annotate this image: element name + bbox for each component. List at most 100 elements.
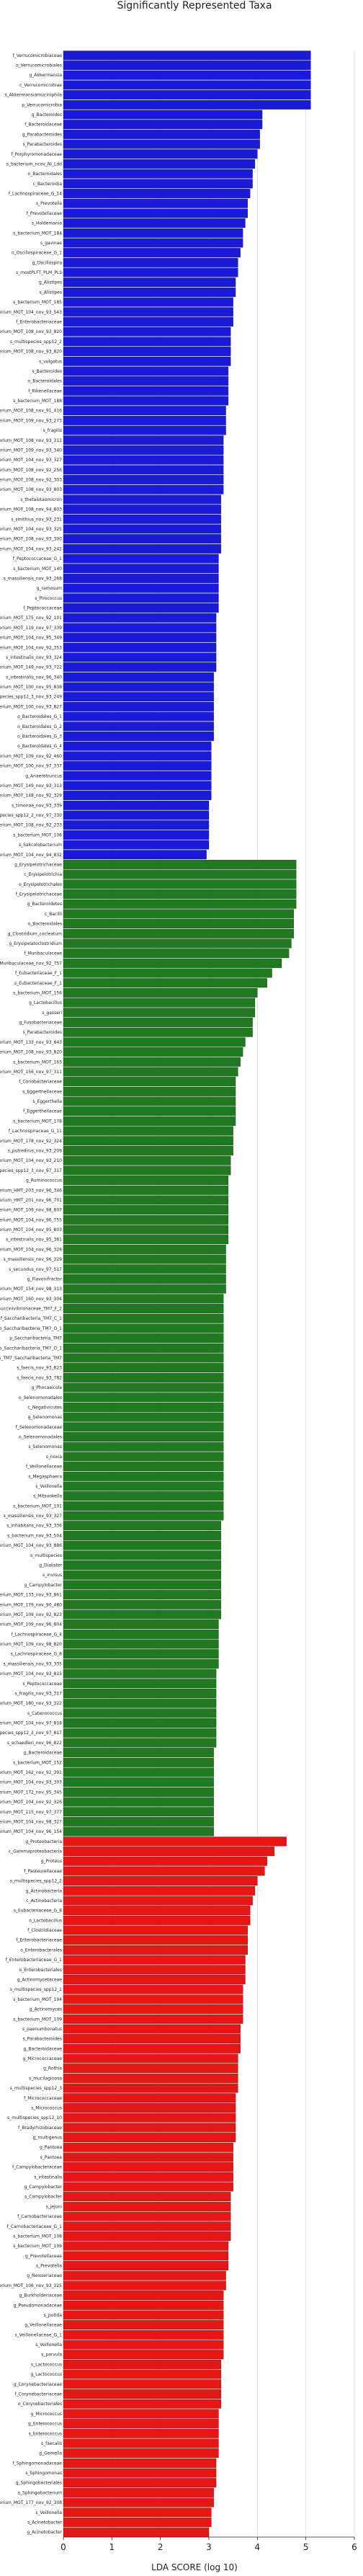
bar-label: s_bacterium_MOT_178_nov_92_324 bbox=[0, 1139, 62, 1144]
bar bbox=[63, 2113, 236, 2123]
bar-label: f_Carnobacteriaceae bbox=[17, 2214, 62, 2219]
bar bbox=[63, 662, 217, 672]
bar-label: g_Neisseriaceae bbox=[27, 2273, 62, 2278]
bar bbox=[63, 583, 219, 593]
bar bbox=[63, 1609, 221, 1620]
bar bbox=[63, 850, 207, 860]
bar bbox=[63, 2231, 231, 2241]
bar-label: s_bacterium_ncov_Ni_Ldd bbox=[6, 161, 62, 166]
bar bbox=[63, 1915, 251, 1925]
bar-label: o_Selenomonadales bbox=[19, 1395, 62, 1400]
bar-label: s_bacterium_MOT_108 bbox=[13, 832, 62, 838]
x-tick-label: 6 bbox=[351, 2542, 357, 2552]
bar-label: f_Rikenellaceae bbox=[28, 388, 62, 394]
bar bbox=[63, 297, 233, 307]
bar-label: g_Acinetobacter bbox=[27, 2530, 62, 2535]
bar-label: g_Campylobacter bbox=[24, 2185, 62, 2190]
bar-label: s_bacterium_MOT_194 bbox=[13, 1997, 62, 2002]
bar bbox=[63, 928, 294, 938]
bar-label: s_Lachnospiraceae_G_8 bbox=[11, 1652, 62, 1657]
bar-label: s_Enterococcus bbox=[29, 2431, 62, 2436]
bar bbox=[63, 1708, 217, 1718]
bar bbox=[63, 1195, 229, 1205]
bar bbox=[63, 2014, 243, 2024]
bar-label: f_Muribaculaceae bbox=[24, 951, 62, 956]
bar bbox=[63, 2340, 224, 2350]
bar-label: s_bacterium_MOT_108_nov_93_820 bbox=[0, 350, 62, 355]
bar-label: c_Verrucomicrobiae bbox=[19, 83, 62, 88]
bar bbox=[63, 2142, 233, 2152]
bar-label: o_Oscillospiraceae_G_1 bbox=[12, 251, 62, 256]
bar-label: s_bacterium_MOT_149_nov_93_313 bbox=[0, 783, 62, 789]
bar-label: g_Clostridium_cocleatum bbox=[8, 931, 63, 936]
bar-label: s_Sphingomonas bbox=[25, 2471, 62, 2476]
bar bbox=[63, 425, 226, 435]
bar-label: s_bacterium_MOT_108_nov_93_820 bbox=[0, 329, 62, 334]
bar-label: s_multispecies_spp12_3 bbox=[10, 2086, 62, 2091]
bar-label: g_Bacteroidaceae bbox=[24, 2046, 63, 2051]
bar bbox=[63, 2497, 214, 2508]
bar bbox=[63, 1047, 243, 1057]
bar bbox=[63, 1886, 256, 1896]
bar-label: c_Bacilli bbox=[45, 912, 62, 917]
bar bbox=[63, 1876, 258, 1886]
bar-label: s_inhabitans_nov_93_336 bbox=[6, 1524, 62, 1529]
bar-label: s_Peptococcaceae bbox=[22, 1682, 62, 1687]
bar-label: f_Enterobacteriaceae_G_1 bbox=[6, 1958, 62, 1963]
bar-label: s_bacterium_MOT_104_nov_93_242 bbox=[0, 546, 62, 551]
bar bbox=[63, 1896, 253, 1906]
bar bbox=[63, 652, 217, 662]
bar-label: f_Eggerthellaceae bbox=[23, 1109, 62, 1114]
bar-label: o_Bacteroidales_G_4 bbox=[17, 744, 62, 749]
bar-label: g_Sphingobacteriales bbox=[16, 2481, 62, 2486]
bar-label: f_Lachnospiraceae_G_11 bbox=[9, 1129, 62, 1134]
bar-label: s_parvula bbox=[41, 2353, 62, 2358]
bar-label: s_putida bbox=[44, 2313, 63, 2318]
bar-label: o_Bacteroidales_G_1 bbox=[17, 714, 62, 719]
bar bbox=[63, 2261, 229, 2270]
bar-label: s_massiliensis_nov_93_335 bbox=[4, 1661, 63, 1666]
bar-label: g_Parabacteroides bbox=[22, 132, 62, 137]
bar-label: f_Clostridiaceae bbox=[27, 1928, 62, 1933]
bar bbox=[63, 1925, 248, 1935]
bar-label: s_vulgatus bbox=[39, 359, 62, 364]
bar-label: s_multispecies_spp12_2 bbox=[10, 339, 62, 345]
bar bbox=[63, 613, 217, 623]
bar-label: s_bacterium_MOT_104_nov_98_327 bbox=[0, 1819, 62, 1824]
bar bbox=[63, 277, 236, 288]
bar-label: s_bacterium_MOT_178 bbox=[13, 1119, 62, 1124]
bar bbox=[63, 484, 224, 494]
bar bbox=[63, 159, 256, 169]
bar-label: g_Campylobacter bbox=[24, 1583, 62, 1588]
bar-label: s_intestinalis_nov_95_361 bbox=[6, 1238, 62, 1243]
bar bbox=[63, 721, 214, 732]
bar-label: s_bacterium_MOT_154_nov_98_313 bbox=[0, 1287, 62, 1292]
bar-label: s_faecis_nov_93_823 bbox=[17, 1366, 62, 1371]
bar bbox=[63, 1452, 224, 1462]
bar bbox=[63, 1382, 224, 1393]
bar bbox=[63, 99, 311, 110]
bar-label: s_putredinis_nov_93_209 bbox=[8, 1148, 62, 1153]
bar-label: c_Gammaproteobacteria bbox=[9, 1849, 62, 1855]
bar-label: s_massiliensis_nov_96_329 bbox=[4, 1257, 63, 1262]
bar bbox=[63, 1155, 231, 1165]
bar-label: s_Bacteroides bbox=[32, 369, 62, 374]
bar bbox=[63, 2093, 236, 2103]
bar-label: s_thetaiotaomicron bbox=[20, 497, 62, 502]
bar-label: s_bacterium_MOT_104_nov_93_327 bbox=[0, 458, 62, 463]
bar-label: f_Pasteurellaceae bbox=[24, 1869, 62, 1874]
bar-label: g_Pantoea bbox=[40, 2145, 62, 2150]
bar-label: f_Erysipelotrichaceae bbox=[16, 892, 62, 897]
bar bbox=[63, 90, 311, 100]
bar bbox=[63, 2172, 233, 2182]
bar-label: s_bacterium_nov_93_504 bbox=[7, 1533, 62, 1538]
bar-label: f_Porphyromonadaceae bbox=[11, 152, 62, 157]
bar bbox=[63, 1136, 233, 1146]
bar-label: s_timonae_nov_93_339 bbox=[12, 803, 62, 808]
bar-label: g_Gemella bbox=[39, 2451, 62, 2456]
bar bbox=[63, 1422, 224, 1432]
bar-label: s_secundus_nov_97_517 bbox=[9, 1267, 62, 1272]
bar bbox=[63, 1866, 265, 1876]
bar bbox=[63, 1826, 214, 1836]
